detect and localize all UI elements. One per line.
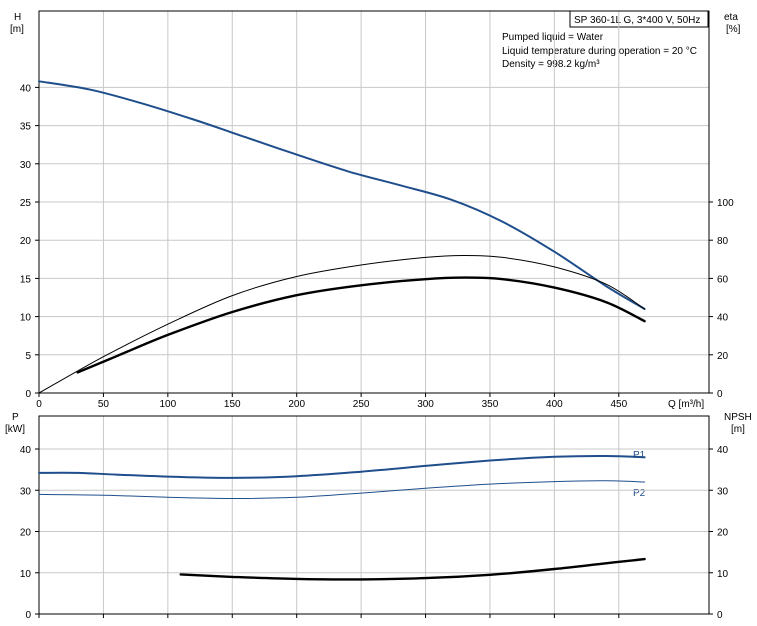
bottom-series-p2-line (38, 480, 646, 499)
top-left-axis-label-1: H (14, 12, 21, 23)
bottom-series-p1-line (38, 454, 646, 479)
bottom-right-tick-label-30: 30 (717, 486, 729, 497)
top-right-axis-label-2: [%] (726, 24, 741, 35)
top-series-1-line (38, 255, 646, 394)
top-left-tick-label-25: 25 (20, 198, 32, 209)
top-left-tick-label-10: 10 (20, 313, 32, 324)
top-right-tick-label-40: 40 (717, 313, 729, 324)
top-left-tick-label-20: 20 (20, 236, 32, 247)
bottom-left-axis-label-1: P (12, 412, 19, 423)
top-right-tick-label-80: 80 (717, 236, 729, 247)
top-right-tick-label-100: 100 (717, 198, 734, 209)
top-left-tick-label-0: 0 (25, 389, 31, 400)
top-x-tick-label-100: 100 (160, 399, 177, 410)
top-x-axis-label: Q [m³/h] (668, 399, 704, 410)
top-left-tick-label-5: 5 (25, 351, 31, 362)
top-right-tick-label-0: 0 (717, 389, 723, 400)
top-left-axis-label-2: [m] (10, 24, 24, 35)
bottom-series-2-line (179, 557, 646, 581)
series-label-p1: P1 (633, 450, 646, 461)
series-label-p2: P2 (633, 488, 646, 499)
top-left-tick-label-15: 15 (20, 274, 32, 285)
bottom-left-axis-label-2: [kW] (5, 424, 25, 435)
top-plot-frame (38, 10, 710, 394)
top-x-tick-label-250: 250 (353, 399, 370, 410)
top-series-0-line (38, 80, 646, 310)
top-right-tick-label-20: 20 (717, 351, 729, 362)
info-line-density: Density = 998.2 kg/m³ (502, 59, 600, 70)
top-x-tick-label-300: 300 (417, 399, 434, 410)
top-left-tick-label-35: 35 (20, 122, 32, 133)
bottom-plot-frame (38, 415, 710, 615)
top-right-tick-label-60: 60 (717, 274, 729, 285)
bottom-left-tick-label-20: 20 (20, 528, 32, 539)
bottom-right-tick-label-20: 20 (717, 528, 729, 539)
top-series-2-line (76, 276, 646, 374)
top-x-tick-label-200: 200 (288, 399, 305, 410)
header-box-text: SP 360-1L G, 3*400 V, 50Hz (574, 15, 700, 26)
top-left-tick-label-30: 30 (20, 160, 32, 171)
bottom-right-tick-label-10: 10 (717, 569, 729, 580)
top-x-tick-label-50: 50 (98, 399, 110, 410)
top-x-tick-label-0: 0 (36, 399, 42, 410)
top-panel: 0 50 100 150 200 250 300 350 400 4500510152025303… (20, 10, 734, 410)
bottom-right-tick-label-0: 0 (717, 610, 723, 621)
bottom-panel: 0 10 20 30 40 0 10 20 30 40 (20, 415, 729, 621)
bottom-right-axis-label-1: NPSH (724, 412, 752, 423)
bottom-left-tick-label-10: 10 (20, 569, 32, 580)
bottom-left-tick-label-0: 0 (25, 610, 31, 621)
top-x-tick-label-450: 450 (610, 399, 627, 410)
bottom-right-axis-label-2: [m] (731, 424, 745, 435)
top-left-tick-label-40: 40 (20, 83, 32, 94)
info-line-liquid: Pumped liquid = Water (502, 32, 604, 43)
top-x-tick-label-400: 400 (546, 399, 563, 410)
bottom-right-tick-label-40: 40 (717, 445, 729, 456)
bottom-left-tick-label-30: 30 (20, 486, 32, 497)
top-x-tick-label-150: 150 (224, 399, 241, 410)
info-line-temperature: Liquid temperature during operation = 20… (502, 46, 697, 57)
top-right-axis-label-1: eta (724, 12, 738, 23)
top-x-tick-label-350: 350 (482, 399, 499, 410)
bottom-left-tick-label-40: 40 (20, 445, 32, 456)
